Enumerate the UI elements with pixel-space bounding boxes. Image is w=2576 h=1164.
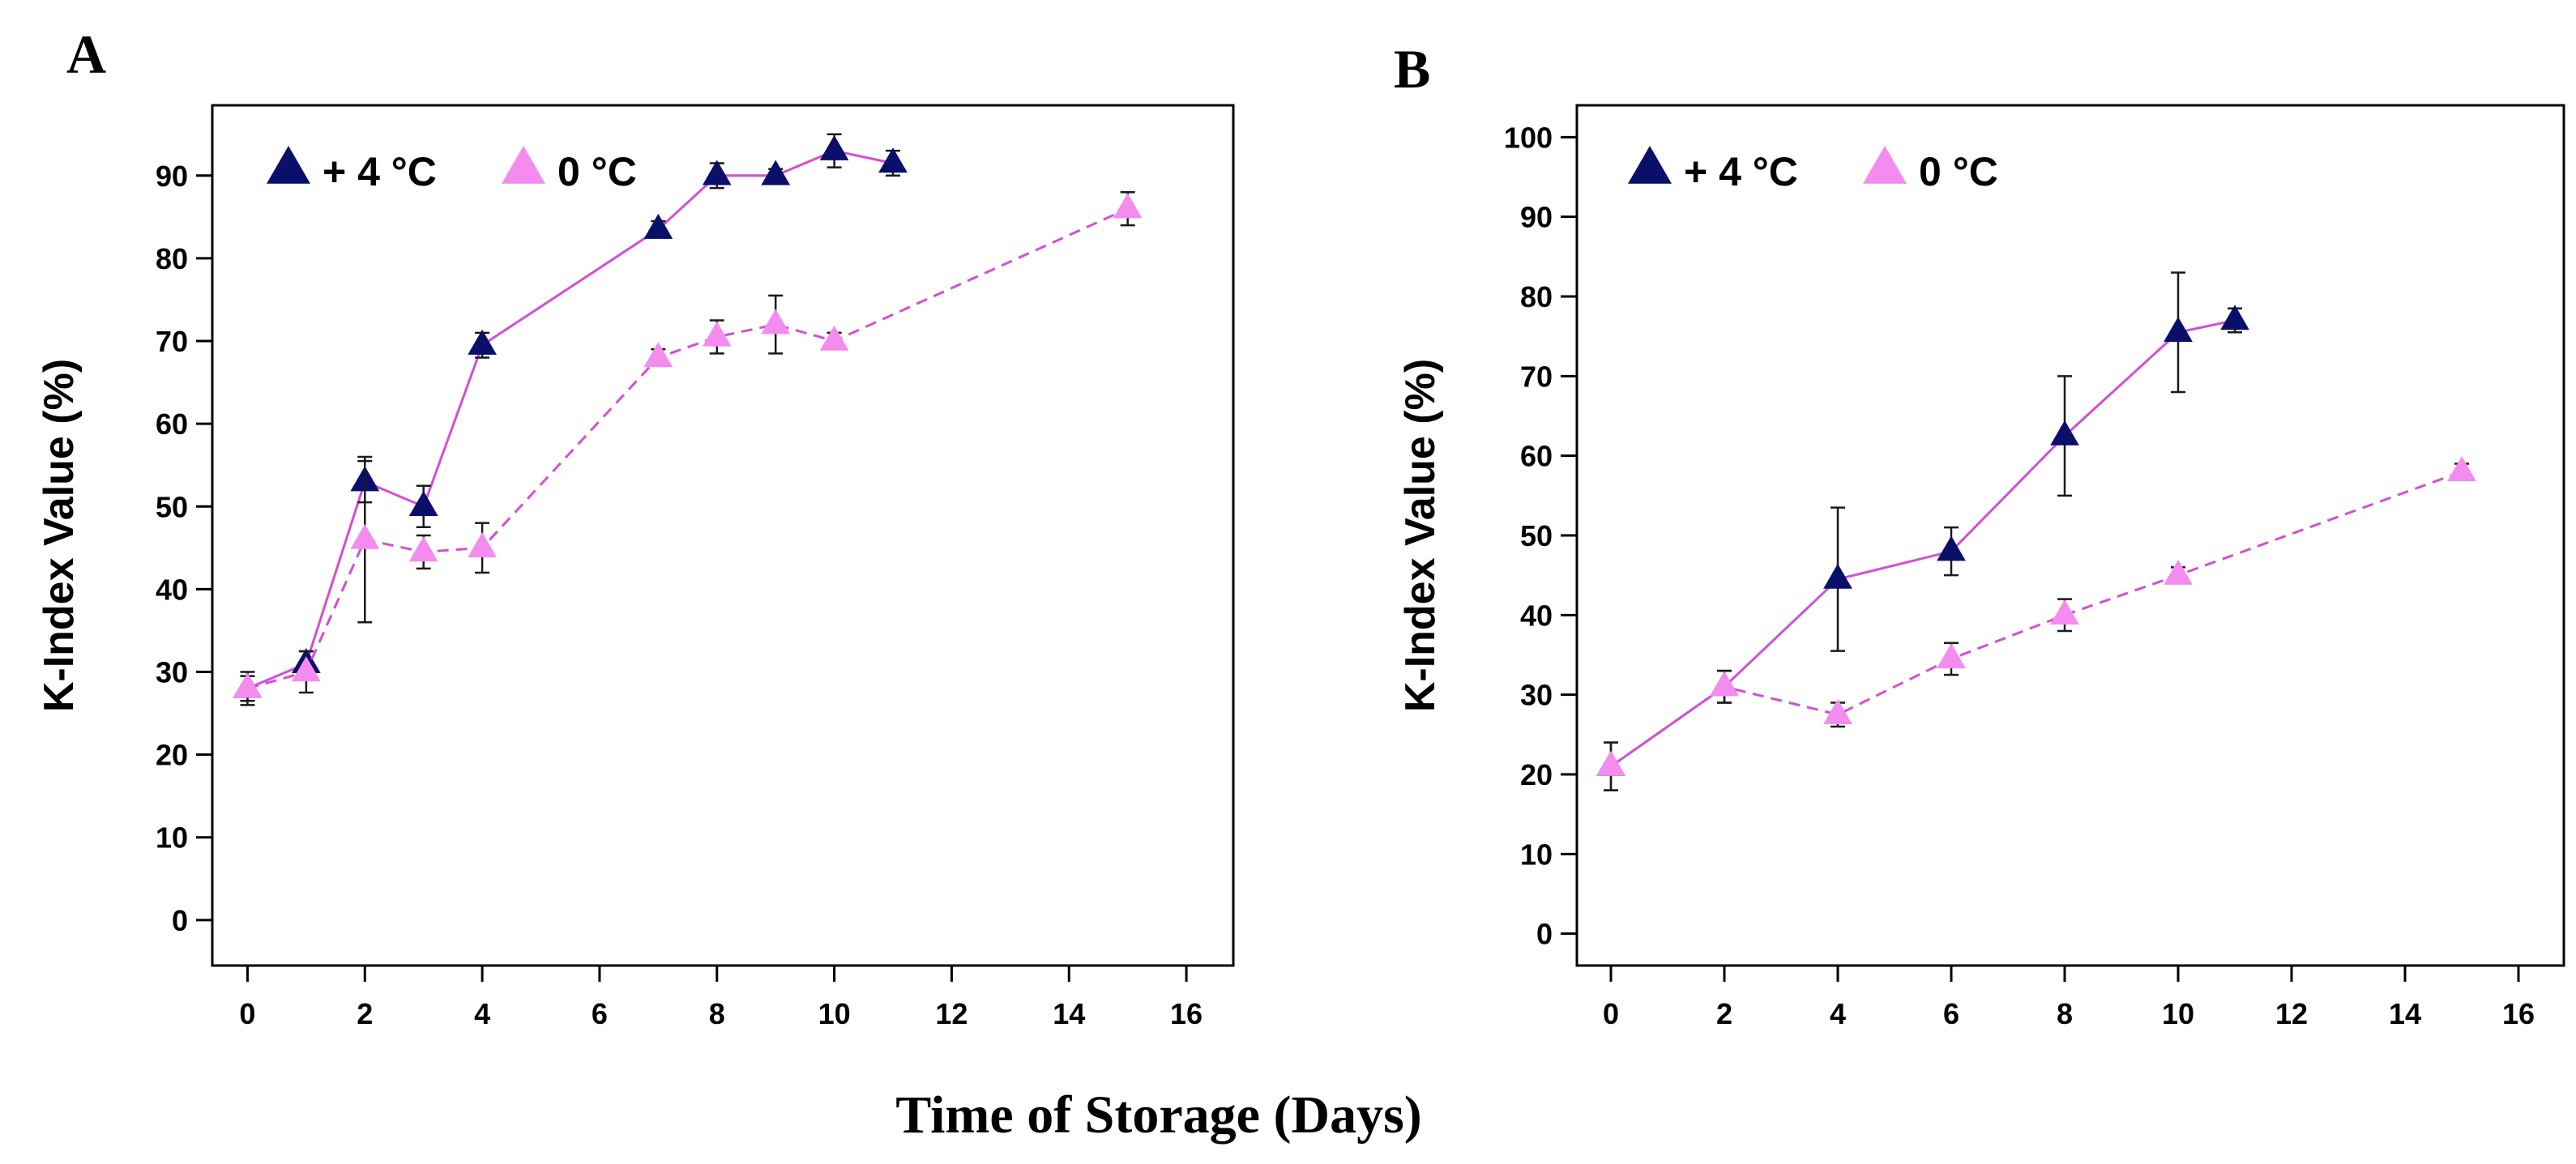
y-tick-label: 0: [172, 904, 188, 937]
x-tick-label: 8: [709, 997, 725, 1030]
legend-marker-0c: [502, 146, 545, 184]
y-tick-label: 10: [156, 821, 188, 855]
x-tick-label: 0: [239, 997, 255, 1030]
y-tick-label: 30: [156, 655, 188, 689]
data-point-0c: [1823, 698, 1852, 724]
panel-a: A 0 2 4 6 8 10 12 14 16 0 10 20 30 40 50 60 70 80 90 K-Index…: [36, 23, 1235, 1030]
y-tick-label: 90: [156, 160, 188, 193]
x-tick-label: 12: [935, 997, 968, 1030]
x-tick-label: 2: [1716, 997, 1732, 1030]
legend: + 4 °C 0 °C: [267, 146, 637, 194]
legend-marker-0c: [1863, 146, 1907, 184]
x-tick-label: 10: [818, 997, 851, 1030]
data-point-4c: [819, 134, 849, 160]
data-point-0c: [2447, 456, 2476, 482]
data-point-0c: [233, 672, 263, 698]
data-point-4c: [702, 160, 732, 185]
legend-marker-4c: [1628, 146, 1672, 184]
data-point-0c: [291, 656, 321, 682]
data-point-4c: [2220, 305, 2249, 330]
data-point-0c: [1113, 193, 1143, 219]
x-tick-label: 16: [1170, 997, 1203, 1030]
y-tick-label: 20: [156, 739, 188, 772]
x-tick-label: 6: [1943, 997, 1959, 1030]
y-tick-label: 60: [1520, 440, 1553, 473]
plot-frame: [211, 104, 1235, 967]
y-tick-label: 80: [1520, 280, 1553, 313]
data-point-0c: [819, 325, 849, 351]
data-point-0c: [1596, 750, 1625, 776]
plot-frame: [1575, 104, 2565, 967]
y-axis-title: K-Index Value (%): [1397, 359, 1444, 712]
data-point-4c: [878, 147, 908, 173]
x-tick-label: 8: [2057, 997, 2073, 1030]
panel-label: A: [66, 23, 106, 85]
data-point-0c: [2050, 599, 2079, 625]
y-tick-label: 100: [1504, 121, 1553, 154]
y-tick-label: 90: [1520, 201, 1553, 234]
x-tick-label: 14: [2389, 997, 2421, 1030]
panel-label: B: [1394, 38, 1430, 100]
x-tick-label: 6: [592, 997, 608, 1030]
legend-label: + 4 °C: [323, 149, 437, 194]
series-line-0c: [1610, 470, 2463, 768]
data-point-4c: [2164, 316, 2193, 342]
y-tick-label: 40: [156, 573, 188, 606]
x-tick-label: 4: [1830, 997, 1846, 1030]
data-point-4c: [1937, 535, 1966, 561]
series-line-0c: [247, 207, 1129, 690]
x-tick-label: 12: [2275, 997, 2308, 1030]
y-tick-label: 10: [1520, 838, 1553, 871]
data-point-0c: [350, 523, 380, 549]
legend: + 4 °C 0 °C: [1628, 146, 1998, 194]
data-point-0c: [408, 536, 438, 562]
legend-marker-4c: [267, 146, 310, 184]
data-point-0c: [761, 309, 791, 335]
legend-label: + 4 °C: [1684, 149, 1798, 194]
data-point-0c: [643, 342, 673, 368]
x-tick-label: 14: [1053, 997, 1085, 1030]
data-point-0c: [1937, 643, 1966, 669]
legend-label: 0 °C: [557, 149, 637, 194]
y-tick-label: 60: [156, 407, 188, 441]
data-point-4c: [761, 160, 791, 185]
y-tick-label: 40: [1520, 599, 1553, 632]
y-tick-label: 70: [1520, 360, 1553, 393]
data-point-0c: [468, 532, 497, 558]
data-point-4c: [643, 213, 673, 239]
x-tick-label: 16: [2502, 997, 2535, 1030]
shared-x-axis-title: Time of Storage (Days): [895, 1085, 1422, 1145]
x-tick-label: 4: [474, 997, 490, 1030]
data-point-4c: [468, 329, 497, 355]
series-line-4c: [246, 149, 894, 690]
data-point-0c: [702, 321, 732, 347]
legend-label: 0 °C: [1919, 149, 1998, 194]
panel-b: B 0 2 4 6 8 10 12 14 16 0 10 20 30 40 50 60 70 80 90 100 K-In…: [1394, 38, 2565, 1030]
y-axis-title: K-Index Value (%): [36, 359, 83, 712]
x-tick-label: 2: [357, 997, 373, 1030]
y-tick-label: 30: [1520, 679, 1553, 712]
data-point-4c: [2050, 420, 2079, 446]
y-tick-label: 0: [1536, 918, 1553, 951]
y-tick-label: 80: [156, 242, 188, 275]
x-tick-label: 0: [1603, 997, 1619, 1030]
data-point-0c: [2164, 559, 2193, 585]
data-point-0c: [1710, 671, 1739, 697]
y-tick-label: 50: [156, 490, 188, 523]
x-tick-label: 10: [2162, 997, 2194, 1030]
y-tick-label: 70: [156, 325, 188, 358]
y-tick-label: 20: [1520, 758, 1553, 791]
y-tick-label: 50: [1520, 519, 1553, 552]
data-point-4c: [408, 491, 438, 516]
data-point-4c: [1823, 563, 1852, 589]
